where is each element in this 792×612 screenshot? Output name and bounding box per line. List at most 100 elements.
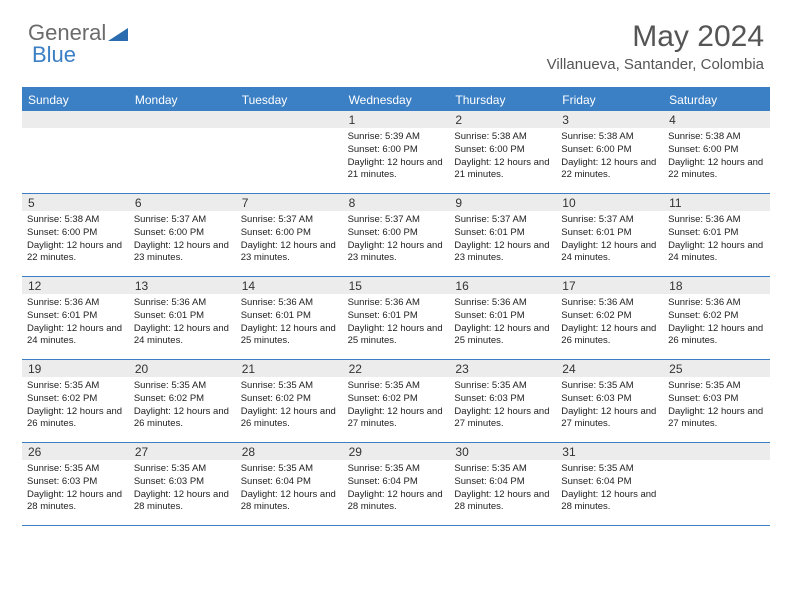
day-details: Sunrise: 5:35 AMSunset: 6:03 PMDaylight:… [556, 377, 663, 435]
day-cell: 7Sunrise: 5:37 AMSunset: 6:00 PMDaylight… [236, 194, 343, 276]
day-number: 15 [343, 277, 450, 294]
header: General May 2024 Villanueva, Santander, … [0, 0, 792, 81]
sunrise-text: Sunrise: 5:37 AM [454, 214, 551, 227]
sunset-text: Sunset: 6:00 PM [27, 227, 124, 240]
sunrise-text: Sunrise: 5:37 AM [348, 214, 445, 227]
day-number: 26 [22, 443, 129, 460]
day-cell: 23Sunrise: 5:35 AMSunset: 6:03 PMDayligh… [449, 360, 556, 442]
sunrise-text: Sunrise: 5:35 AM [27, 463, 124, 476]
daylight-text: Daylight: 12 hours and 22 minutes. [27, 240, 124, 266]
sunrise-text: Sunrise: 5:35 AM [134, 380, 231, 393]
sunrise-text: Sunrise: 5:36 AM [27, 297, 124, 310]
week-row: 1Sunrise: 5:39 AMSunset: 6:00 PMDaylight… [22, 111, 770, 194]
day-cell: 5Sunrise: 5:38 AMSunset: 6:00 PMDaylight… [22, 194, 129, 276]
daylight-text: Daylight: 12 hours and 22 minutes. [561, 157, 658, 183]
day-cell: 8Sunrise: 5:37 AMSunset: 6:00 PMDaylight… [343, 194, 450, 276]
day-number: 25 [663, 360, 770, 377]
weekday-header-row: Sunday Monday Tuesday Wednesday Thursday… [22, 89, 770, 111]
day-number: 13 [129, 277, 236, 294]
sunrise-text: Sunrise: 5:37 AM [134, 214, 231, 227]
sunrise-text: Sunrise: 5:38 AM [561, 131, 658, 144]
day-details: Sunrise: 5:35 AMSunset: 6:03 PMDaylight:… [449, 377, 556, 435]
day-cell: 25Sunrise: 5:35 AMSunset: 6:03 PMDayligh… [663, 360, 770, 442]
day-details: Sunrise: 5:36 AMSunset: 6:01 PMDaylight:… [343, 294, 450, 352]
sunrise-text: Sunrise: 5:38 AM [27, 214, 124, 227]
day-details: Sunrise: 5:35 AMSunset: 6:02 PMDaylight:… [236, 377, 343, 435]
daylight-text: Daylight: 12 hours and 23 minutes. [241, 240, 338, 266]
daylight-text: Daylight: 12 hours and 28 minutes. [134, 489, 231, 515]
sunset-text: Sunset: 6:01 PM [348, 310, 445, 323]
sunset-text: Sunset: 6:00 PM [668, 144, 765, 157]
daylight-text: Daylight: 12 hours and 22 minutes. [668, 157, 765, 183]
sunset-text: Sunset: 6:00 PM [241, 227, 338, 240]
sunset-text: Sunset: 6:01 PM [27, 310, 124, 323]
sunset-text: Sunset: 6:03 PM [27, 476, 124, 489]
day-details: Sunrise: 5:35 AMSunset: 6:04 PMDaylight:… [236, 460, 343, 518]
day-number: 7 [236, 194, 343, 211]
day-details: Sunrise: 5:35 AMSunset: 6:04 PMDaylight:… [449, 460, 556, 518]
sunset-text: Sunset: 6:04 PM [241, 476, 338, 489]
day-number: 10 [556, 194, 663, 211]
sunset-text: Sunset: 6:01 PM [134, 310, 231, 323]
day-cell [22, 111, 129, 193]
sunrise-text: Sunrise: 5:38 AM [668, 131, 765, 144]
day-number: 21 [236, 360, 343, 377]
day-details: Sunrise: 5:38 AMSunset: 6:00 PMDaylight:… [663, 128, 770, 186]
daylight-text: Daylight: 12 hours and 24 minutes. [668, 240, 765, 266]
sunrise-text: Sunrise: 5:36 AM [348, 297, 445, 310]
title-block: May 2024 Villanueva, Santander, Colombia [547, 20, 764, 73]
day-number: 29 [343, 443, 450, 460]
day-details: Sunrise: 5:36 AMSunset: 6:02 PMDaylight:… [556, 294, 663, 352]
sunrise-text: Sunrise: 5:35 AM [348, 463, 445, 476]
sunrise-text: Sunrise: 5:35 AM [27, 380, 124, 393]
day-cell: 12Sunrise: 5:36 AMSunset: 6:01 PMDayligh… [22, 277, 129, 359]
day-number: 6 [129, 194, 236, 211]
week-row: 19Sunrise: 5:35 AMSunset: 6:02 PMDayligh… [22, 360, 770, 443]
sunset-text: Sunset: 6:03 PM [134, 476, 231, 489]
sunset-text: Sunset: 6:00 PM [454, 144, 551, 157]
sunrise-text: Sunrise: 5:35 AM [454, 380, 551, 393]
day-details: Sunrise: 5:37 AMSunset: 6:01 PMDaylight:… [449, 211, 556, 269]
sunset-text: Sunset: 6:03 PM [561, 393, 658, 406]
sunset-text: Sunset: 6:00 PM [348, 144, 445, 157]
daylight-text: Daylight: 12 hours and 24 minutes. [134, 323, 231, 349]
daylight-text: Daylight: 12 hours and 28 minutes. [561, 489, 658, 515]
day-number [236, 111, 343, 128]
day-number: 24 [556, 360, 663, 377]
weekday-monday: Monday [129, 89, 236, 111]
sunrise-text: Sunrise: 5:35 AM [241, 463, 338, 476]
sunrise-text: Sunrise: 5:35 AM [134, 463, 231, 476]
sunrise-text: Sunrise: 5:35 AM [454, 463, 551, 476]
day-cell: 14Sunrise: 5:36 AMSunset: 6:01 PMDayligh… [236, 277, 343, 359]
day-cell: 18Sunrise: 5:36 AMSunset: 6:02 PMDayligh… [663, 277, 770, 359]
daylight-text: Daylight: 12 hours and 21 minutes. [454, 157, 551, 183]
week-row: 12Sunrise: 5:36 AMSunset: 6:01 PMDayligh… [22, 277, 770, 360]
daylight-text: Daylight: 12 hours and 26 minutes. [27, 406, 124, 432]
day-details: Sunrise: 5:39 AMSunset: 6:00 PMDaylight:… [343, 128, 450, 186]
day-details: Sunrise: 5:36 AMSunset: 6:01 PMDaylight:… [22, 294, 129, 352]
day-cell: 9Sunrise: 5:37 AMSunset: 6:01 PMDaylight… [449, 194, 556, 276]
day-details: Sunrise: 5:38 AMSunset: 6:00 PMDaylight:… [556, 128, 663, 186]
day-number: 17 [556, 277, 663, 294]
day-number [129, 111, 236, 128]
daylight-text: Daylight: 12 hours and 28 minutes. [454, 489, 551, 515]
day-cell: 1Sunrise: 5:39 AMSunset: 6:00 PMDaylight… [343, 111, 450, 193]
month-title: May 2024 [547, 20, 764, 54]
sunset-text: Sunset: 6:01 PM [454, 310, 551, 323]
weekday-friday: Friday [556, 89, 663, 111]
day-cell: 19Sunrise: 5:35 AMSunset: 6:02 PMDayligh… [22, 360, 129, 442]
logo-text-2: Blue [32, 42, 76, 68]
day-details: Sunrise: 5:36 AMSunset: 6:01 PMDaylight:… [663, 211, 770, 269]
day-cell: 20Sunrise: 5:35 AMSunset: 6:02 PMDayligh… [129, 360, 236, 442]
day-number: 2 [449, 111, 556, 128]
sunset-text: Sunset: 6:04 PM [348, 476, 445, 489]
day-cell [663, 443, 770, 525]
day-number: 12 [22, 277, 129, 294]
sunset-text: Sunset: 6:01 PM [561, 227, 658, 240]
day-cell: 28Sunrise: 5:35 AMSunset: 6:04 PMDayligh… [236, 443, 343, 525]
weekday-wednesday: Wednesday [343, 89, 450, 111]
sunset-text: Sunset: 6:01 PM [668, 227, 765, 240]
day-number [22, 111, 129, 128]
day-cell: 17Sunrise: 5:36 AMSunset: 6:02 PMDayligh… [556, 277, 663, 359]
day-details: Sunrise: 5:37 AMSunset: 6:00 PMDaylight:… [343, 211, 450, 269]
